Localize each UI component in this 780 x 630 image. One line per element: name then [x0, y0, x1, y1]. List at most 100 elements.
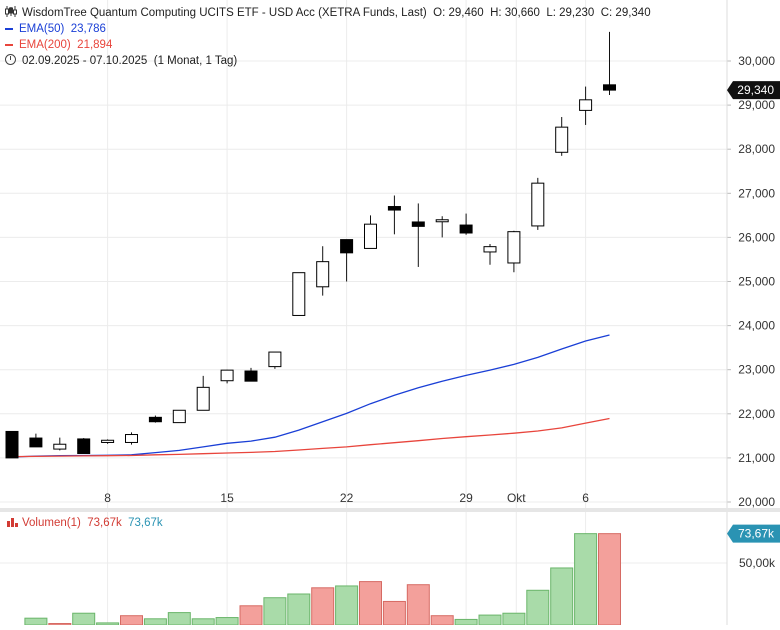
volume-tick-label: 50,00k [739, 556, 776, 570]
candle-body [483, 246, 497, 253]
candle-body [340, 239, 354, 254]
price-tick-label: 21,000 [738, 451, 775, 465]
clock-icon [5, 54, 16, 65]
candle-body [411, 221, 425, 227]
date-range: 02.09.2025 - 07.10.2025 [22, 55, 148, 67]
candlestick-icon [5, 6, 17, 17]
price-tick-label: 28,000 [738, 142, 775, 156]
volume-bar [120, 615, 143, 626]
candle-body [148, 416, 162, 423]
time-tick-label: Okt [507, 491, 526, 505]
volume-label: Volumen(1) [22, 517, 81, 529]
ema200-value: 21,894 [77, 39, 113, 51]
legend-ema200[interactable]: EMA(200) 21,894 [5, 38, 112, 52]
ema50-label: EMA(50) [19, 23, 65, 35]
volume-bars [24, 533, 621, 626]
candle-body [53, 443, 67, 450]
ema200-label: EMA(200) [19, 39, 71, 51]
candle-body [172, 409, 186, 424]
candle-body [459, 224, 473, 234]
volume-last-label: 73,67k [738, 527, 775, 541]
interval: (1 Monat, 1 Tag) [153, 55, 238, 67]
candle-body [292, 272, 306, 316]
candle-body [316, 261, 330, 288]
volume-bar [215, 617, 239, 626]
volume-bar [550, 567, 574, 626]
volume-bar [574, 533, 598, 626]
volume-bar [335, 585, 359, 626]
volume-bar [72, 612, 96, 626]
volume-bar [478, 614, 502, 626]
price-tick-label: 25,000 [738, 275, 775, 289]
volume-icon [7, 518, 18, 527]
price-tick-label: 26,000 [738, 230, 775, 244]
open-label: O: [433, 7, 446, 19]
candle-body [435, 219, 449, 223]
close-value: 29,340 [615, 7, 651, 19]
last-price-label: 29,340 [737, 83, 774, 97]
ema50-value: 23,786 [70, 23, 106, 35]
volume-legend[interactable]: Volumen(1) 73,67k 73,67k [7, 517, 163, 529]
price-tick-label: 29,000 [738, 98, 775, 112]
volume-value-red: 73,67k [87, 517, 122, 529]
volume-bar [430, 615, 454, 626]
candle-body [77, 438, 91, 454]
volume-bar [167, 612, 191, 626]
ema200-swatch [5, 43, 13, 46]
candle-body [364, 223, 377, 249]
volume-bar [311, 587, 335, 626]
volume-value-teal: 73,67k [128, 517, 163, 529]
volume-bar [382, 600, 406, 626]
price-tick-label: 23,000 [738, 363, 775, 377]
price-tick-label: 24,000 [738, 319, 775, 333]
volume-bar [239, 605, 263, 626]
ema-line [11, 417, 610, 458]
ema-lines [11, 334, 610, 458]
candle-body [555, 126, 569, 153]
time-tick-label: 22 [340, 491, 354, 505]
candle-body [579, 99, 593, 111]
high-value: 30,660 [504, 7, 540, 19]
time-tick-label: 15 [220, 491, 234, 505]
ema50-swatch [5, 27, 13, 30]
volume-bar [526, 589, 550, 626]
volume-bar [598, 533, 621, 626]
candle-body [603, 84, 616, 91]
time-tick-label: 29 [459, 491, 473, 505]
candle-body [196, 386, 210, 411]
price-tick-label: 27,000 [738, 186, 775, 200]
low-label: L: [546, 7, 556, 19]
candle-body [29, 437, 43, 448]
instrument-title: WisdomTree Quantum Computing UCITS ETF -… [22, 7, 427, 19]
legend-ema50[interactable]: EMA(50) 23,786 [5, 22, 106, 36]
grid [0, 0, 727, 625]
close-label: C: [600, 7, 613, 19]
time-tick-label: 8 [104, 491, 111, 505]
candle-body [220, 369, 234, 382]
volume-last-badge [727, 524, 780, 543]
candle-body [5, 430, 19, 459]
volume-bar [287, 593, 311, 626]
candle-body [531, 182, 545, 227]
date-range-row: 02.09.2025 - 07.10.2025 (1 Monat, 1 Tag) [5, 54, 237, 68]
candle-body [244, 370, 258, 382]
candle-body [125, 434, 138, 443]
volume-bar [24, 617, 48, 626]
volume-bar [406, 584, 430, 626]
candle-body [268, 351, 282, 368]
time-tick-label: 6 [582, 491, 589, 505]
price-tick-label: 20,000 [738, 495, 775, 509]
low-value: 29,230 [559, 7, 595, 19]
candle-body [387, 206, 401, 211]
volume-bar [143, 618, 167, 626]
high-label: H: [490, 7, 502, 19]
open-value: 29,460 [448, 7, 484, 19]
ema-line [11, 334, 610, 458]
volume-bar [359, 581, 382, 626]
volume-bar [502, 612, 526, 626]
price-tick-label: 30,000 [738, 54, 775, 68]
pane-separator [0, 508, 780, 512]
